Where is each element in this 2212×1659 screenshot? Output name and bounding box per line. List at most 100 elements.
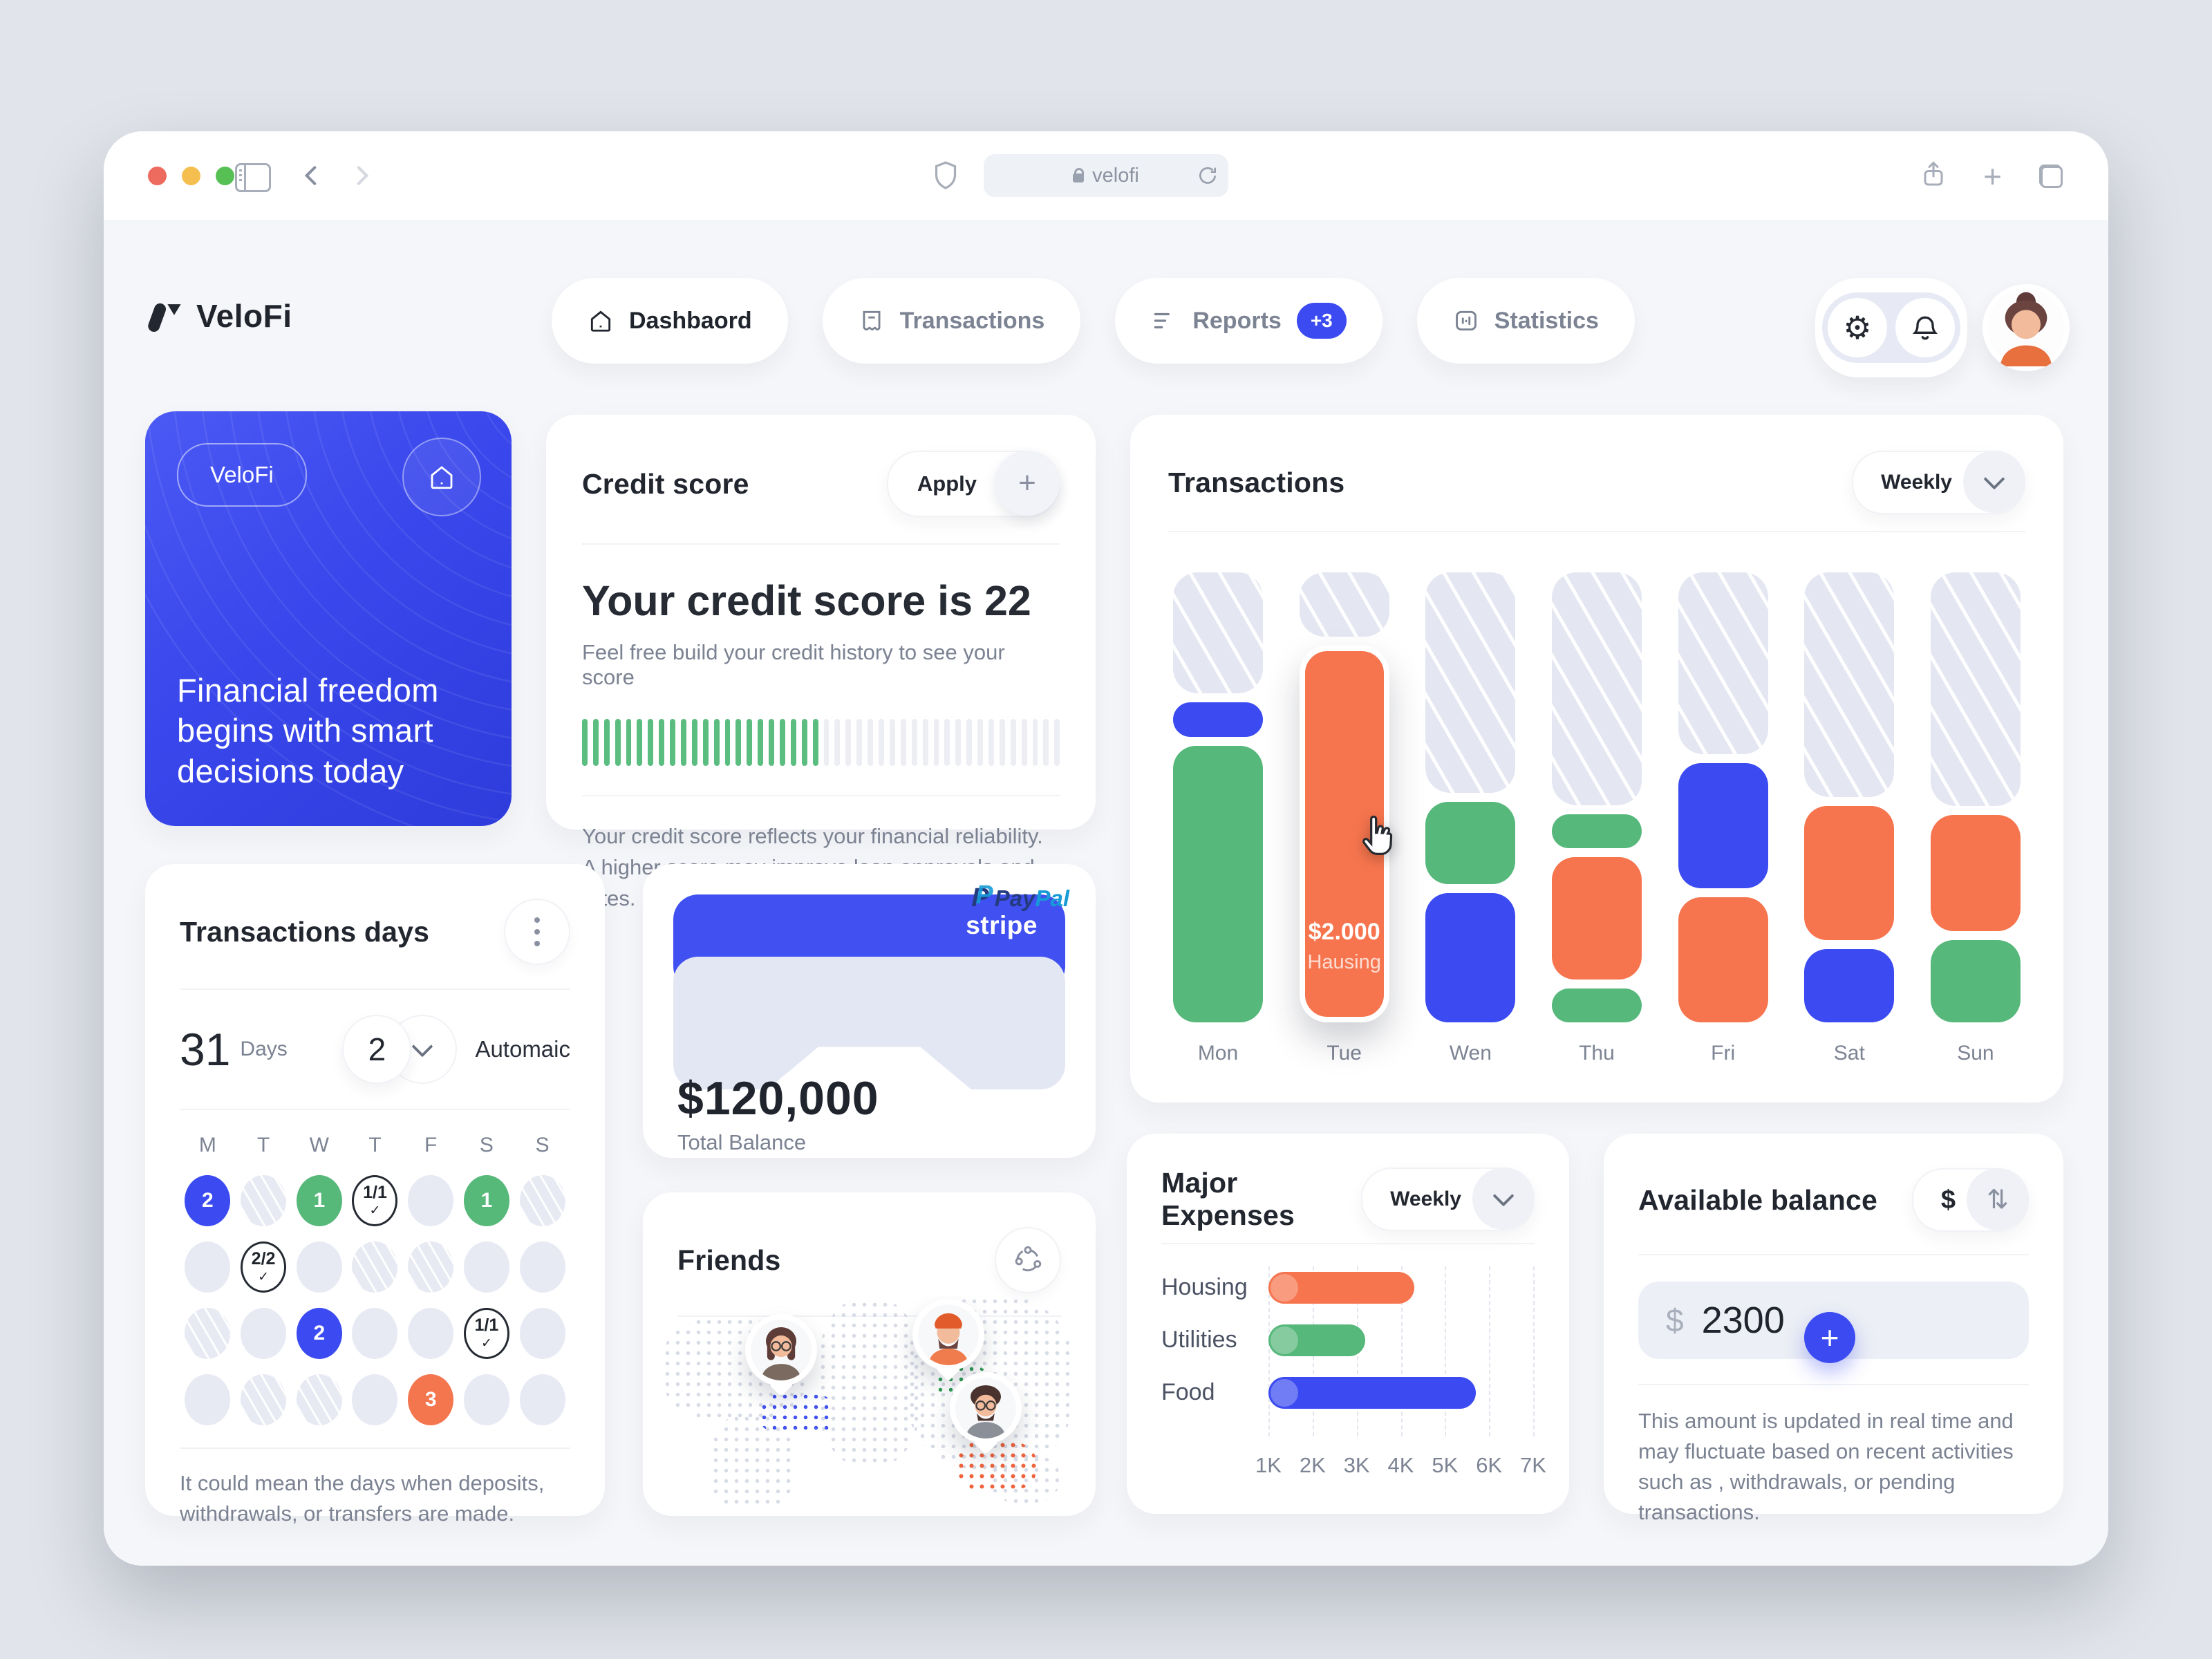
weekday-label: T bbox=[256, 1134, 270, 1156]
promo-home-button[interactable] bbox=[402, 438, 481, 516]
calendar-cell-green[interactable]: 1 bbox=[463, 1175, 509, 1226]
bar-segment-green[interactable] bbox=[1551, 814, 1642, 848]
credit-tick bbox=[999, 719, 1005, 766]
calendar-cell-blue[interactable]: 2 bbox=[185, 1175, 231, 1226]
calendar-cell-plain[interactable] bbox=[519, 1241, 565, 1293]
credit-tick bbox=[900, 719, 906, 766]
calendar-cell-blue[interactable]: 2 bbox=[296, 1308, 342, 1359]
calendar-cell-hatch[interactable] bbox=[185, 1308, 231, 1359]
calendar-cell-plain[interactable] bbox=[519, 1308, 565, 1359]
expense-bar-utilities[interactable] bbox=[1268, 1324, 1366, 1356]
chart-column-stack bbox=[1804, 572, 1895, 1022]
calendar-cell-hatch[interactable] bbox=[408, 1241, 454, 1293]
bar-segment-green[interactable] bbox=[1930, 940, 2021, 1022]
divider bbox=[1638, 1384, 2029, 1385]
bar-segment-orange[interactable]: $2.000 Hausing bbox=[1299, 646, 1392, 1022]
share-friends-button[interactable] bbox=[995, 1227, 1061, 1293]
home-icon bbox=[431, 466, 453, 489]
calendar-cell-green[interactable]: 1 bbox=[296, 1175, 342, 1226]
calendar-cell-outline[interactable]: 1/1 ✓ bbox=[352, 1175, 398, 1226]
kebab-menu-button[interactable] bbox=[504, 899, 570, 965]
bar-segment-green[interactable] bbox=[1551, 988, 1642, 1022]
bar-segment-green[interactable] bbox=[1425, 801, 1516, 884]
calendar-cell-hatch[interactable] bbox=[352, 1241, 398, 1293]
friend-pin-1[interactable] bbox=[745, 1314, 817, 1386]
credit-tick bbox=[724, 719, 731, 766]
friend-avatar-2 bbox=[918, 1304, 979, 1365]
apply-button[interactable]: Apply + bbox=[886, 451, 1060, 517]
url-bar[interactable]: velofi bbox=[984, 154, 1228, 197]
calendar-cell-plain[interactable] bbox=[519, 1374, 565, 1425]
app-logo[interactable]: VeloFi bbox=[147, 297, 292, 335]
credit-tick bbox=[758, 719, 764, 766]
bar-segment-blue[interactable] bbox=[1425, 892, 1516, 1022]
calendar-cell-hatch[interactable] bbox=[241, 1374, 287, 1425]
nav-statistics[interactable]: Statistics bbox=[1416, 278, 1635, 364]
back-icon[interactable] bbox=[299, 162, 326, 189]
currency-toggle[interactable]: $ ⇅ bbox=[1911, 1168, 2029, 1232]
expenses-range-dropdown[interactable]: Weekly bbox=[1361, 1168, 1535, 1231]
plus-icon[interactable]: + bbox=[995, 451, 1060, 516]
nav-reports[interactable]: Reports +3 bbox=[1115, 278, 1382, 364]
new-tab-icon[interactable]: + bbox=[1983, 158, 2002, 194]
sort-icon[interactable]: ⇅ bbox=[1967, 1168, 2029, 1230]
friend-pin-2[interactable] bbox=[912, 1299, 984, 1371]
bar-segment-green[interactable] bbox=[1173, 746, 1263, 1022]
credit-tick bbox=[648, 719, 654, 766]
credit-tick bbox=[922, 719, 928, 766]
paypal-card[interactable] bbox=[673, 957, 1065, 1089]
add-amount-button[interactable]: + bbox=[1804, 1312, 1855, 1363]
credit-tick bbox=[582, 719, 588, 766]
calendar-cell-plain[interactable] bbox=[185, 1241, 231, 1293]
friend-pin-3[interactable] bbox=[950, 1372, 1022, 1444]
settings-button[interactable]: ⚙ bbox=[1828, 298, 1887, 357]
nav-dashboard[interactable]: Dashbaord bbox=[552, 278, 788, 364]
promo-headline: Financial freedom begins with smart deci… bbox=[177, 672, 439, 789]
calendar-cell-plain[interactable] bbox=[241, 1308, 287, 1359]
calendar-cell-plain[interactable] bbox=[408, 1308, 454, 1359]
bar-segment-orange[interactable] bbox=[1804, 806, 1895, 940]
calendar-cell-hatch[interactable] bbox=[296, 1374, 342, 1425]
calendar-cell-orange[interactable]: 3 bbox=[408, 1374, 454, 1425]
notifications-button[interactable] bbox=[1895, 298, 1955, 357]
browser-toolbar: velofi + bbox=[104, 131, 2108, 220]
minimize-window-button[interactable] bbox=[182, 167, 200, 185]
sidebar-toggle-icon[interactable] bbox=[235, 163, 271, 192]
credit-tick bbox=[823, 719, 830, 766]
transactions-range-dropdown[interactable]: Weekly bbox=[1852, 451, 2025, 514]
bar-segment-placeholder bbox=[1804, 572, 1895, 797]
bar-segment-blue[interactable] bbox=[1678, 762, 1768, 888]
expense-bar-housing[interactable] bbox=[1268, 1272, 1414, 1304]
calendar-cell-outline[interactable]: 2/2 ✓ bbox=[241, 1241, 287, 1293]
bar-segment-orange[interactable] bbox=[1930, 814, 2021, 932]
close-window-button[interactable] bbox=[148, 167, 167, 185]
credit-score-headline: Your credit score is 22 bbox=[582, 577, 1031, 624]
calendar-cell-outline[interactable]: 1/1 ✓ bbox=[463, 1308, 509, 1359]
calendar-cell-plain[interactable] bbox=[463, 1374, 509, 1425]
zoom-window-button[interactable] bbox=[216, 167, 234, 185]
calendar-cell-hatch[interactable] bbox=[241, 1175, 287, 1226]
map-dots bbox=[818, 1300, 921, 1465]
calendar-cell-plain[interactable] bbox=[463, 1241, 509, 1293]
calendar-cell-plain[interactable] bbox=[185, 1374, 231, 1425]
bar-segment-blue[interactable] bbox=[1804, 948, 1895, 1022]
calendar-cell-plain[interactable] bbox=[408, 1175, 454, 1226]
calendar-cell-hatch[interactable] bbox=[519, 1175, 565, 1226]
calendar-cell-plain[interactable] bbox=[296, 1241, 342, 1293]
expense-bar-food[interactable] bbox=[1268, 1377, 1477, 1409]
calendar-cell-plain[interactable] bbox=[352, 1308, 398, 1359]
bar-segment-orange[interactable] bbox=[1551, 856, 1642, 980]
reload-icon[interactable] bbox=[1197, 165, 1219, 192]
user-avatar[interactable] bbox=[1983, 284, 2070, 371]
avatar-image bbox=[1987, 289, 2065, 366]
shield-icon[interactable] bbox=[933, 160, 958, 194]
nav-transactions[interactable]: Transactions bbox=[822, 278, 1081, 364]
gridline bbox=[1445, 1266, 1447, 1436]
share-icon[interactable] bbox=[1921, 160, 1946, 191]
bar-segment-orange[interactable] bbox=[1678, 897, 1768, 1022]
tabs-overview-icon[interactable] bbox=[2039, 164, 2063, 188]
calendar-cell-plain[interactable] bbox=[352, 1374, 398, 1425]
bar-segment-blue[interactable] bbox=[1173, 702, 1263, 737]
